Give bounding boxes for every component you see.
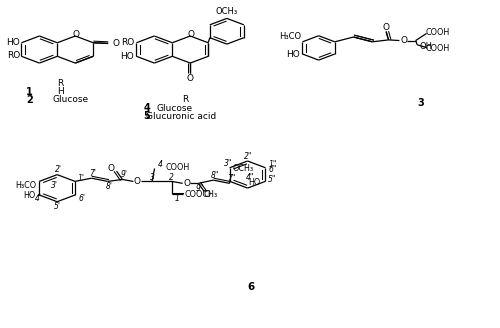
Text: 9': 9' [120,170,128,179]
Text: O: O [186,74,194,83]
Text: HO: HO [23,192,36,200]
Text: OCH₃: OCH₃ [232,164,253,173]
Text: O: O [204,190,211,199]
Text: H₃CO: H₃CO [280,31,301,41]
Text: O: O [134,176,141,186]
Text: 3': 3' [51,181,58,191]
Text: O: O [107,164,114,173]
Text: O: O [400,36,407,45]
Text: 1: 1 [26,87,33,97]
Text: O: O [382,23,389,32]
Text: OCH₃: OCH₃ [216,7,238,16]
Text: HO: HO [120,52,134,61]
Text: COOH: COOH [426,28,450,37]
Text: 3": 3" [224,159,233,168]
Text: Glucose: Glucose [52,95,88,104]
Text: 3: 3 [150,173,154,182]
Text: 6': 6' [78,194,85,203]
Text: 2": 2" [244,152,252,161]
Text: 5: 5 [144,111,150,121]
Text: 1": 1" [268,160,276,169]
Text: 8": 8" [210,171,219,180]
Text: COOCH₃: COOCH₃ [184,191,218,199]
Text: O: O [183,178,190,188]
Text: 6: 6 [247,282,254,292]
Text: 2: 2 [26,94,33,105]
Text: 5": 5" [268,175,276,184]
Text: O: O [72,30,80,39]
Text: 9": 9" [196,184,204,193]
Text: H₃CO: H₃CO [16,181,36,191]
Text: 7": 7" [227,174,235,183]
Text: HO: HO [248,178,261,187]
Text: Glucose: Glucose [156,104,192,113]
Text: HO: HO [286,50,300,58]
Text: 1': 1' [78,174,85,183]
Text: COOH: COOH [426,44,450,53]
Text: 3: 3 [418,98,424,108]
Text: HO: HO [6,38,20,47]
Text: RO: RO [6,51,20,60]
Text: OH: OH [419,42,432,51]
Text: 6": 6" [268,165,276,174]
Text: 7': 7' [90,169,96,178]
Text: 1: 1 [174,194,179,203]
Text: 5': 5' [54,202,60,211]
Text: 4': 4' [34,194,42,203]
Text: 4: 4 [144,103,150,113]
Text: 4": 4" [246,173,254,182]
Text: R: R [58,79,64,88]
Text: COOH: COOH [166,163,190,172]
Text: RO: RO [120,38,134,47]
Text: 4: 4 [158,160,163,169]
Text: Glucuronic acid: Glucuronic acid [146,112,216,121]
Text: R: R [182,95,188,104]
Text: H: H [57,87,64,96]
Text: 2: 2 [170,173,174,182]
Text: 8': 8' [106,182,112,191]
Text: 2': 2' [54,165,62,174]
Text: O: O [187,30,194,39]
Text: O: O [112,39,119,48]
